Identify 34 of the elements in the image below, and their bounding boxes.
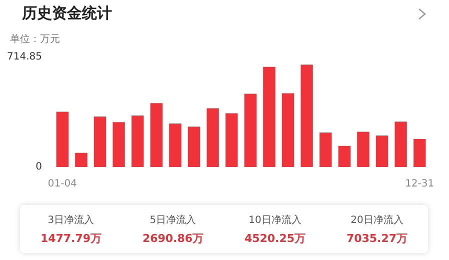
text: 10日净流入 [248, 214, 302, 226]
x-tick-label: 12-31 [405, 178, 434, 190]
chart-subtitle: 单位：万元 [10, 32, 60, 46]
bar [94, 116, 106, 167]
text: 5日净流入 [148, 214, 198, 226]
text: 7035.27万 [346, 230, 408, 246]
bar [150, 103, 163, 167]
text: 1477.79万 [40, 230, 102, 246]
bar [188, 126, 200, 167]
bar [357, 132, 370, 167]
bar [282, 93, 294, 167]
text: 3日净流入 [46, 214, 96, 226]
bar [244, 94, 257, 167]
bar [394, 122, 407, 167]
bar [56, 112, 68, 167]
bar [131, 115, 144, 167]
bar [338, 146, 351, 167]
bar [206, 108, 219, 167]
bar [413, 138, 426, 167]
bar [225, 113, 238, 167]
bar [169, 123, 182, 167]
bar [75, 152, 88, 167]
text: 2690.86万 [142, 230, 204, 246]
bar [300, 64, 313, 167]
bar [112, 122, 125, 167]
y-tick-label: 714.85 [6, 52, 42, 63]
x-tick-label: 01-04 [48, 178, 77, 190]
y-tick-label: 0 [36, 162, 42, 173]
bar [263, 66, 276, 167]
bar [376, 135, 388, 167]
text: 4520.25万 [244, 230, 306, 246]
chart-title: 历史资金统计 [22, 4, 112, 23]
text: 20日净流入 [350, 214, 404, 226]
bar [319, 132, 332, 167]
